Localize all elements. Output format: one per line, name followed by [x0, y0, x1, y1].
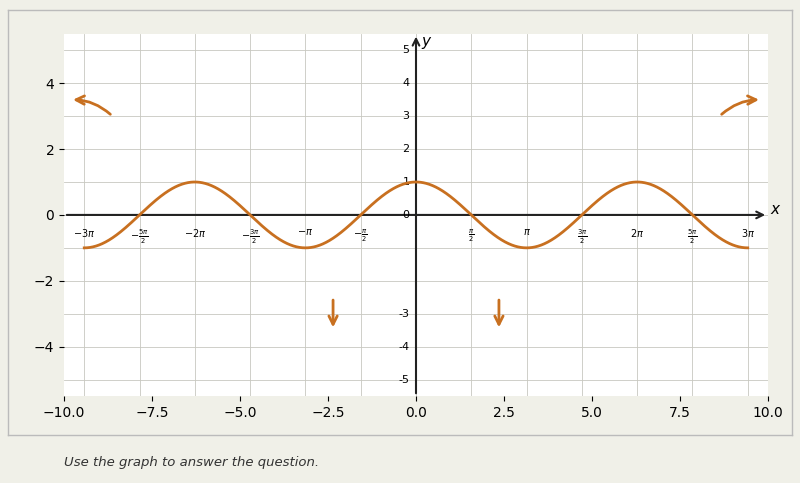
Text: $x$: $x$	[770, 201, 782, 216]
Text: $y$: $y$	[422, 35, 433, 52]
Text: $\frac{3\pi}{2}$: $\frac{3\pi}{2}$	[577, 227, 587, 246]
Text: 5: 5	[402, 45, 410, 55]
Text: Use the graph to answer the question.: Use the graph to answer the question.	[64, 455, 319, 469]
Text: $-\frac{5\pi}{2}$: $-\frac{5\pi}{2}$	[130, 227, 149, 246]
Text: $\frac{\pi}{2}$: $\frac{\pi}{2}$	[468, 227, 474, 244]
Text: 1: 1	[402, 177, 410, 187]
Text: 0: 0	[402, 210, 410, 220]
Text: $2\pi$: $2\pi$	[630, 227, 644, 240]
Text: $-\frac{3\pi}{2}$: $-\frac{3\pi}{2}$	[241, 227, 259, 246]
Text: -4: -4	[398, 341, 410, 352]
Text: $-\pi$: $-\pi$	[298, 227, 314, 238]
Text: -5: -5	[398, 375, 410, 384]
Text: -3: -3	[398, 309, 410, 319]
Text: $-2\pi$: $-2\pi$	[184, 227, 206, 240]
Text: $\frac{5\pi}{2}$: $\frac{5\pi}{2}$	[687, 227, 698, 246]
Text: $3\pi$: $3\pi$	[741, 227, 755, 240]
Text: $-\frac{\pi}{2}$: $-\frac{\pi}{2}$	[354, 227, 368, 244]
Text: 3: 3	[402, 111, 410, 121]
Text: 2: 2	[402, 144, 410, 154]
Text: $\pi$: $\pi$	[522, 227, 530, 238]
Text: $-3\pi$: $-3\pi$	[73, 227, 95, 240]
Text: 4: 4	[402, 78, 410, 88]
